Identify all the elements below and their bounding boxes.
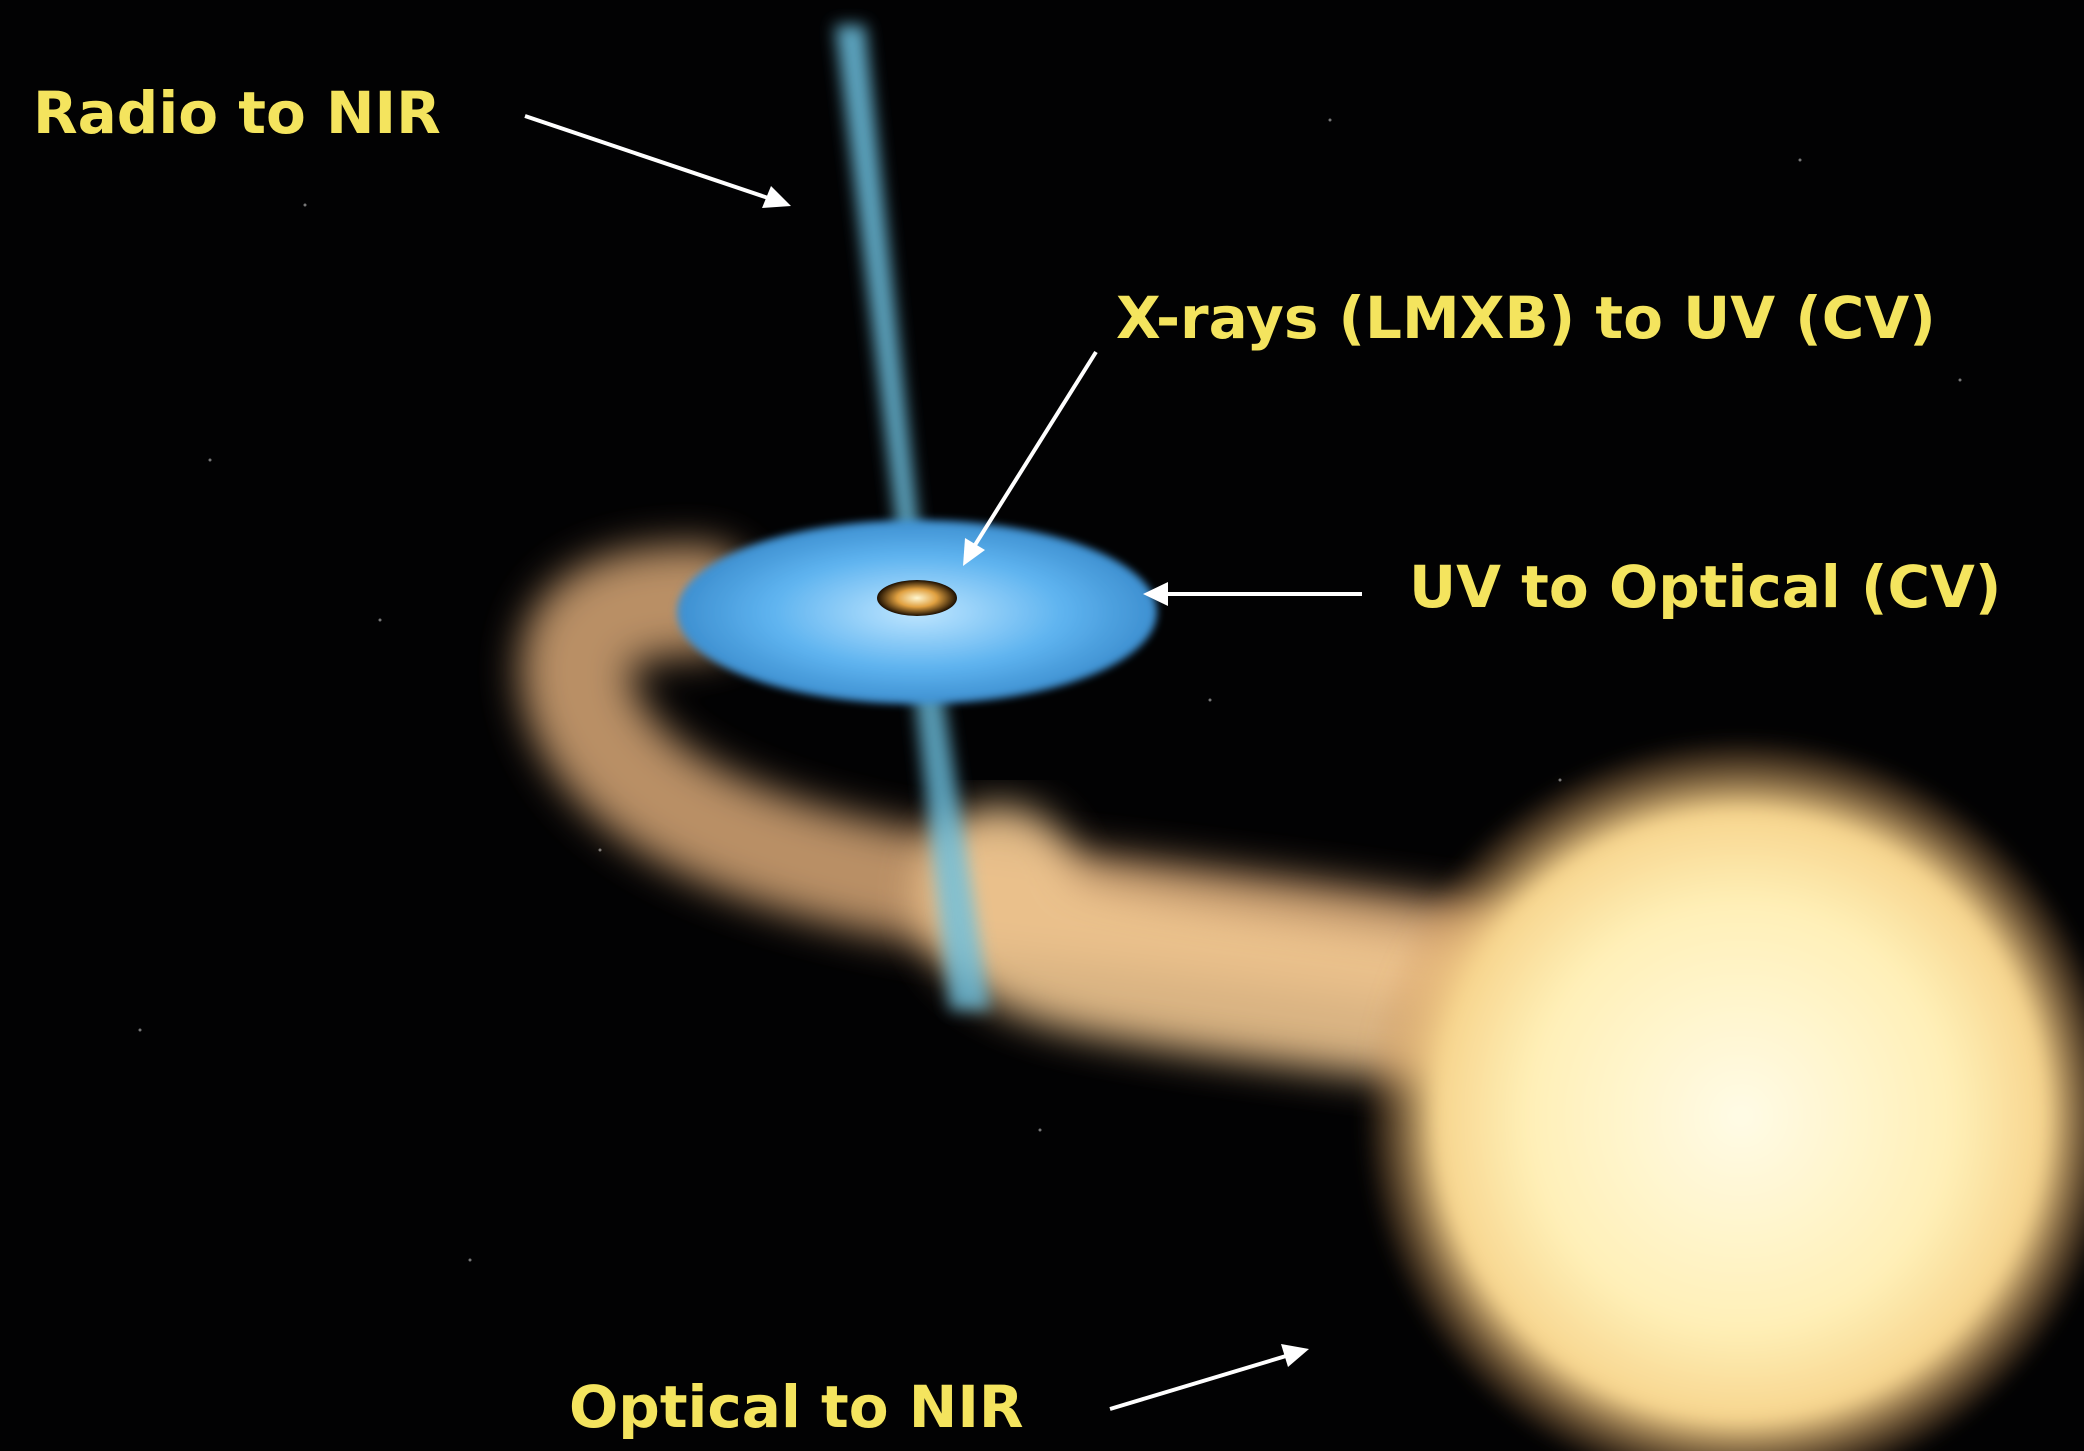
arrow-radio [524,114,781,204]
arrow-xrays [968,350,1098,555]
label-optical: Optical to NIR [569,1373,1024,1441]
lower-jet [905,610,990,1010]
arrowhead [963,538,985,566]
companion-star [1361,736,2084,1451]
stars-field [138,118,1962,1262]
label-uv: UV to Optical (CV) [1409,553,2001,621]
upper-jet [835,25,925,590]
arrowhead [1143,582,1168,606]
label-radio: Radio to NIR [33,79,441,147]
arrowhead [762,186,791,208]
arrow-optical [1109,1351,1297,1411]
arrowhead [1281,1344,1309,1367]
label-xrays: X-rays (LMXB) to UV (CV) [1116,284,1936,352]
compact-object [877,580,957,616]
